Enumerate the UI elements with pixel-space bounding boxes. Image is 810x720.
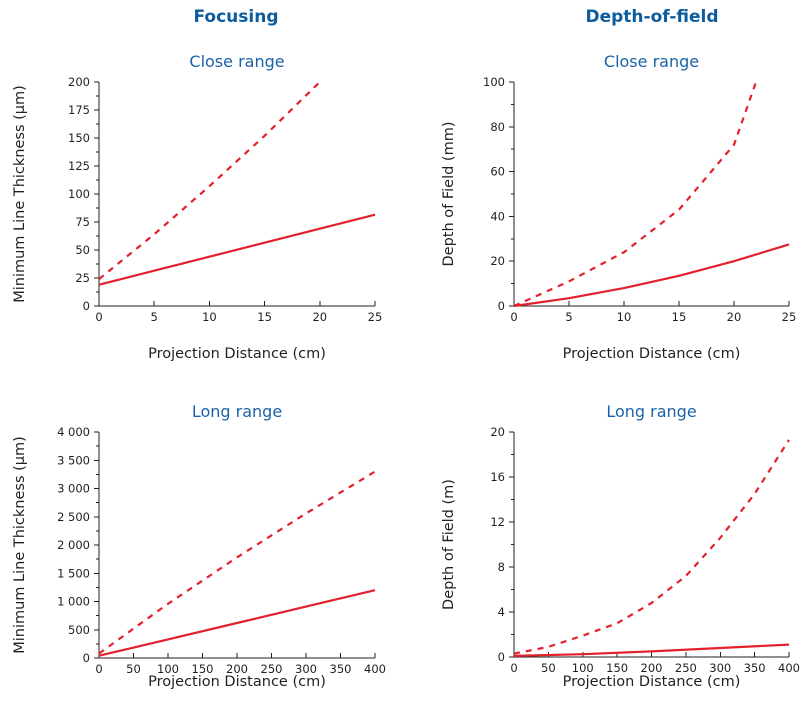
x-tick-label: 50 [541,661,556,675]
y-tick-label: 100 [68,187,90,201]
y-tick-label: 1 500 [57,566,90,580]
y-tick-label: 0 [498,650,505,664]
focusing-column-title: Focusing [193,7,279,27]
x-tick-label: 400 [778,661,800,675]
y-tick-label: 2 500 [57,510,90,524]
x-tick-label: 50 [126,662,141,676]
y-tick-label: 12 [490,515,505,529]
x-tick-label: 100 [572,661,594,675]
y-tick-label: 4 [498,605,505,619]
y-tick-label: 50 [75,243,90,257]
focusing-close-range-chart: Close range 0 5 10 15 20 25 0 25 50 75 100 125 150 175… [12,52,383,362]
x-tick-label: 10 [617,310,632,324]
y-tick-label: 175 [68,103,90,117]
x-axis-label: Projection Distance (cm) [148,674,326,690]
x-tick-label: 200 [641,661,663,675]
solid-series-line [98,213,376,286]
y-tick-label: 125 [68,159,90,173]
depth-of-field-close-range-chart: Close range 0 5 10 15 20 25 0 20 40 60 80 100 Project… [441,52,797,362]
y-tick-label: 4 000 [57,425,90,439]
x-tick-label: 0 [95,662,102,676]
solid-series-line [513,243,790,308]
chart-subtitle: Long range [606,402,696,421]
x-tick-label: 5 [151,310,158,324]
x-tick-label: 300 [295,662,317,676]
dashed-series-line [513,439,790,655]
x-tick-label: 150 [192,662,214,676]
y-tick-label: 2 000 [57,538,90,552]
x-tick-label: 20 [727,310,742,324]
dashed-series-line [513,81,758,308]
y-tick-label: 3 500 [57,453,90,467]
y-tick-label: 0 [498,299,505,313]
y-axis-label: Depth of Field (m) [441,479,457,610]
x-tick-label: 20 [312,310,327,324]
y-axis-label: Depth of Field (mm) [441,122,457,267]
chart-subtitle: Long range [192,402,282,421]
x-tick-label: 5 [565,310,572,324]
x-tick-label: 0 [95,310,102,324]
y-tick-label: 75 [75,215,90,229]
y-tick-label: 16 [490,470,505,484]
x-tick-label: 10 [202,310,217,324]
dashed-series-line [98,470,376,655]
y-tick-label: 8 [498,560,505,574]
chart-subtitle: Close range [604,52,699,71]
x-tick-label: 25 [782,310,797,324]
y-tick-label: 200 [68,75,90,89]
y-tick-label: 20 [490,254,505,268]
x-axis-label: Projection Distance (cm) [563,674,741,690]
chart-subtitle: Close range [189,52,284,71]
x-tick-label: 15 [257,310,272,324]
y-tick-label: 80 [490,120,505,134]
x-tick-label: 25 [368,310,383,324]
depth-of-field-column-title: Depth-of-field [585,7,719,27]
x-tick-label: 0 [510,661,517,675]
dashed-series-line [98,81,321,280]
y-tick-label: 25 [75,271,90,285]
x-tick-label: 150 [606,661,628,675]
depth-of-field-long-range-chart: Long range 0 50 100 150 200 250 300 350 400 0 4 8 12 1… [441,402,800,690]
y-tick-label: 3 000 [57,482,90,496]
focusing-long-range-chart: Long range 0 50 100 150 200 250 300 350 400 0 500 1 … [12,402,386,690]
y-tick-label: 0 [83,651,90,665]
x-tick-label: 15 [672,310,687,324]
x-tick-label: 0 [510,310,517,324]
x-tick-label: 300 [709,661,731,675]
solid-series-line [98,589,376,657]
y-tick-label: 0 [83,299,90,313]
x-tick-label: 250 [675,661,697,675]
x-tick-label: 350 [744,661,766,675]
x-tick-label: 400 [364,662,386,676]
y-tick-label: 60 [490,165,505,179]
x-axis-label: Projection Distance (cm) [148,346,326,362]
y-tick-label: 500 [68,623,90,637]
y-tick-label: 1 000 [57,595,90,609]
y-tick-label: 40 [490,209,505,223]
x-axis-label: Projection Distance (cm) [563,346,741,362]
y-axis-label: Minimum Line Thickness (µm) [12,436,28,654]
x-tick-label: 350 [330,662,352,676]
y-tick-label: 20 [490,425,505,439]
y-tick-label: 100 [483,75,505,89]
solid-series-line [513,643,790,657]
x-tick-label: 100 [157,662,179,676]
x-tick-label: 250 [261,662,283,676]
y-tick-label: 150 [68,131,90,145]
x-tick-label: 200 [226,662,248,676]
y-axis-label: Minimum Line Thickness (µm) [12,85,28,303]
